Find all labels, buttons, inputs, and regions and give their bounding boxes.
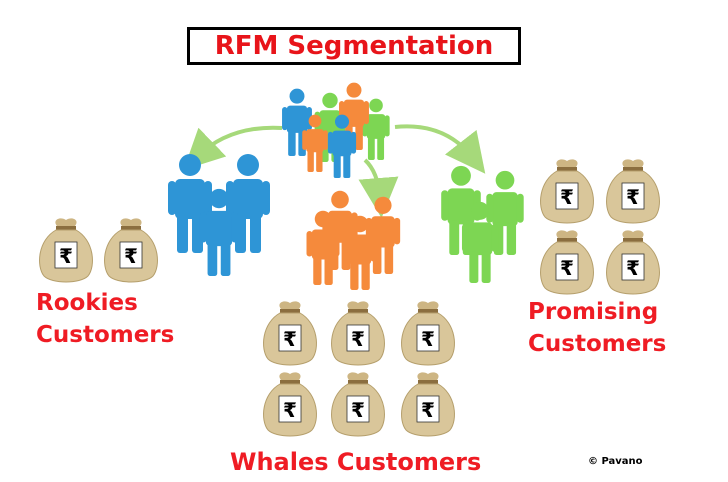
money-bag-icon [263,371,317,437]
money-bag-icon [263,300,317,366]
money-bag-icon [606,229,660,295]
promising-line-2: Customers [528,331,667,358]
segment-label-rookies: Rookies Customers [36,287,174,351]
arrow-to-whales [358,158,399,218]
credit-text: © Pavano [588,456,643,467]
money-bags-whales [263,300,455,437]
segment-label-whales: Whales Customers [230,446,481,480]
customer-group-whales [306,190,401,290]
title-box: RFM Segmentation [187,27,521,65]
arrow-to-promising [394,124,486,174]
money-bags-promising [540,158,660,295]
promising-line-1: Promising [528,299,659,325]
money-bag-icon [331,371,385,437]
money-bag-icon [540,158,594,224]
person-icon [365,196,401,274]
money-bag-icon [540,229,594,295]
diagram-title: RFM Segmentation [214,31,494,61]
customer-group-promising [441,165,524,283]
arrow-to-rookies [183,125,283,170]
customer-group-all [282,82,390,178]
whales-label: Whales Customers [230,448,482,476]
rookies-line-2: Customers [36,322,175,349]
rookies-line-1: Rookies [36,290,138,316]
money-bag-icon [401,371,455,437]
segment-label-promising: Promising Customers [528,296,666,360]
money-bag-icon [104,217,158,283]
customer-group-rookies [168,154,270,276]
money-bag-icon [331,300,385,366]
money-bag-icon [39,217,93,283]
money-bag-icon [606,158,660,224]
money-bags-rookies [39,217,158,283]
money-bag-icon [401,300,455,366]
